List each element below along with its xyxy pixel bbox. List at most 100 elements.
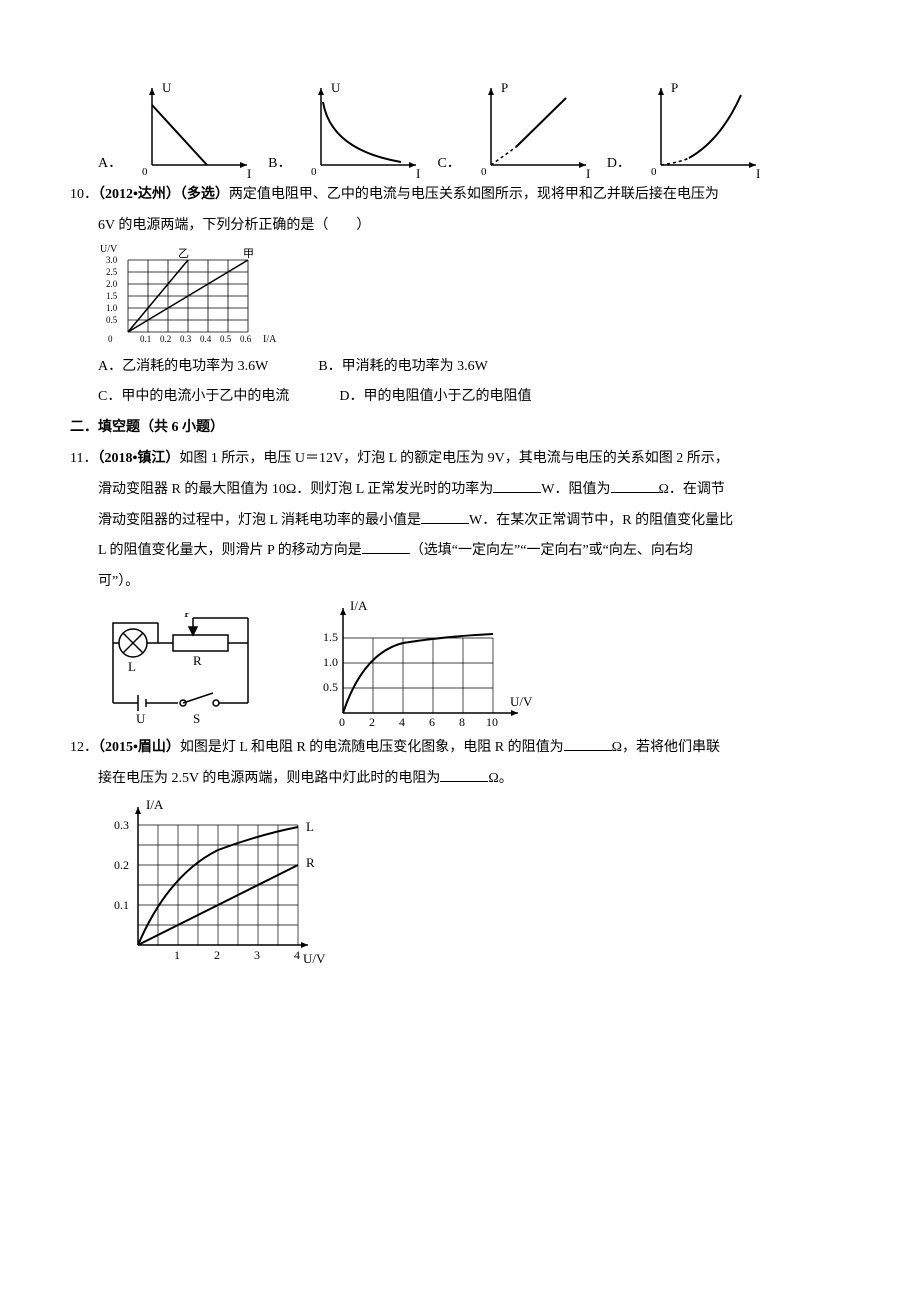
q11-circuit: L R P U S <box>98 613 268 733</box>
svg-text:R: R <box>193 653 202 668</box>
blank[interactable] <box>440 764 488 782</box>
q11-stem-1: 如图 1 所示，电压 U＝12V，灯泡 L 的额定电压为 9V，其电流与电压的关… <box>179 451 728 466</box>
svg-text:I: I <box>586 166 590 180</box>
svg-text:0.3: 0.3 <box>180 334 192 344</box>
svg-text:1: 1 <box>174 948 180 962</box>
svg-text:0.2: 0.2 <box>160 334 171 344</box>
svg-text:0: 0 <box>339 715 345 729</box>
svg-text:S: S <box>193 711 200 726</box>
svg-text:I: I <box>756 166 760 180</box>
q10-graph: U/V 0.5 1.0 1.5 2.0 2.5 3.0 0 0.1 0.2 0.… <box>98 242 288 352</box>
svg-text:U/V: U/V <box>510 694 533 709</box>
q11-stem-line4: L 的阻值变化量大，则滑片 P 的移动方向是（选填“一定向左”“一定向右”或“向… <box>70 536 850 567</box>
svg-text:0.3: 0.3 <box>114 818 129 832</box>
q11-stem-line3: 滑动变阻器的过程中，灯泡 L 消耗电功率的最小值是W．在某次正常调节中，R 的阻… <box>70 506 850 537</box>
q10-stem-line2: 6V 的电源两端，下列分析正确的是（ ） <box>70 211 850 242</box>
svg-text:I/A: I/A <box>350 598 368 613</box>
blank[interactable] <box>611 475 659 493</box>
svg-text:6: 6 <box>429 715 435 729</box>
svg-text:U: U <box>331 80 341 95</box>
svg-text:R: R <box>306 855 315 870</box>
svg-text:I: I <box>416 166 420 180</box>
svg-text:0: 0 <box>142 166 148 178</box>
svg-text:U: U <box>162 80 172 95</box>
q12-graph-wrap: I/A U/V 0.1 0.2 0.3 1 2 3 4 L R <box>70 795 850 970</box>
svg-text:0.2: 0.2 <box>114 858 129 872</box>
svg-text:U/V: U/V <box>303 951 326 966</box>
blank[interactable] <box>362 537 410 555</box>
q12-stem: 12．（2015•眉山）如图是灯 L 和电阻 R 的电流随电压变化图象，电阻 R… <box>70 733 850 764</box>
q10-tag: （2012•达州）（多选） <box>98 187 229 202</box>
q9-graph-a: U I 0 <box>132 80 262 180</box>
svg-text:0.1: 0.1 <box>114 898 129 912</box>
q9-graph-b: U I 0 <box>301 80 431 180</box>
q12-graph: I/A U/V 0.1 0.2 0.3 1 2 3 4 L R <box>98 795 338 970</box>
q11-stem: 11．（2018•镇江）如图 1 所示，电压 U＝12V，灯泡 L 的额定电压为… <box>70 444 850 475</box>
svg-text:I: I <box>247 166 251 180</box>
q11-figures: L R P U S I/A U/V 0.5 1.0 1.5 0 2 4 6 8 … <box>70 598 850 733</box>
svg-text:I/A: I/A <box>146 797 164 812</box>
svg-text:3: 3 <box>254 948 260 962</box>
svg-text:0: 0 <box>311 166 317 178</box>
svg-text:甲: 甲 <box>243 248 254 260</box>
q10-stem: 10．（2012•达州）（多选）两定值电阻甲、乙中的电流与电压关系如图所示，现将… <box>70 180 850 211</box>
q9-opt-c-label: C． <box>437 149 460 180</box>
q12-stem-line2: 接在电压为 2.5V 的电源两端，则电路中灯此时的电阻为Ω。 <box>70 764 850 795</box>
q9-opt-d-label: D． <box>607 149 631 180</box>
q10-number: 10． <box>70 187 98 202</box>
svg-text:8: 8 <box>459 715 465 729</box>
svg-text:1.5: 1.5 <box>323 630 338 644</box>
q12-tag: （2015•眉山） <box>98 740 180 755</box>
svg-text:0.4: 0.4 <box>200 334 212 344</box>
svg-text:3.0: 3.0 <box>106 255 118 265</box>
q10-opt-b: B．甲消耗的电功率为 3.6W <box>318 352 488 383</box>
q10-graph-wrap: U/V 0.5 1.0 1.5 2.0 2.5 3.0 0 0.1 0.2 0.… <box>70 242 850 352</box>
svg-text:U/V: U/V <box>100 244 118 255</box>
blank[interactable] <box>421 506 469 524</box>
q9-graph-c: P I 0 <box>471 80 601 180</box>
q11-stem-line2: 滑动变阻器 R 的最大阻值为 10Ω．则灯泡 L 正常发光时的功率为W．阻值为Ω… <box>70 475 850 506</box>
svg-text:0.5: 0.5 <box>323 680 338 694</box>
svg-text:10: 10 <box>486 715 498 729</box>
q10-options-cd: C．甲中的电流小于乙中的电流 D．甲的电阻值小于乙的电阻值 <box>70 382 850 413</box>
q9-opt-a-label: A． <box>98 149 122 180</box>
blank[interactable] <box>493 475 541 493</box>
svg-text:0.6: 0.6 <box>240 334 252 344</box>
q10-opt-d: D．甲的电阻值小于乙的电阻值 <box>339 382 531 413</box>
svg-text:I/A: I/A <box>263 334 277 345</box>
blank[interactable] <box>564 733 612 751</box>
svg-text:1.5: 1.5 <box>106 291 118 301</box>
svg-text:1.0: 1.0 <box>106 303 118 313</box>
svg-text:4: 4 <box>294 948 300 962</box>
q11-number: 11． <box>70 451 97 466</box>
svg-text:乙: 乙 <box>178 247 189 260</box>
svg-text:L: L <box>306 819 314 834</box>
q11-tag: （2018•镇江） <box>97 451 179 466</box>
svg-text:1.0: 1.0 <box>323 655 338 669</box>
svg-text:2: 2 <box>214 948 220 962</box>
svg-text:0: 0 <box>108 334 113 344</box>
svg-text:0: 0 <box>651 166 657 178</box>
svg-text:2: 2 <box>369 715 375 729</box>
svg-text:0.5: 0.5 <box>106 315 118 325</box>
svg-text:U: U <box>136 711 146 726</box>
svg-text:4: 4 <box>399 715 405 729</box>
q10-opt-a: A．乙消耗的电功率为 3.6W <box>98 352 268 383</box>
svg-text:0.1: 0.1 <box>140 334 151 344</box>
svg-text:L: L <box>128 659 136 674</box>
q9-opt-b-label: B． <box>268 149 291 180</box>
q9-graph-d: P I 0 <box>641 80 771 180</box>
q10-stem-1: 两定值电阻甲、乙中的电流与电压关系如图所示，现将甲和乙并联后接在电压为 <box>229 187 719 202</box>
q9-options-row: A． U I 0 B． U I 0 C． P I 0 D． P <box>70 80 850 180</box>
q11-stem-line5: 可”）。 <box>70 567 850 598</box>
svg-text:2.0: 2.0 <box>106 279 118 289</box>
svg-text:0: 0 <box>481 166 487 178</box>
section-2-title: 二．填空题（共 6 小题） <box>70 413 850 444</box>
q10-options-ab: A．乙消耗的电功率为 3.6W B．甲消耗的电功率为 3.6W <box>70 352 850 383</box>
svg-text:P: P <box>671 80 678 95</box>
q11-graph: I/A U/V 0.5 1.0 1.5 0 2 4 6 8 10 <box>308 598 538 733</box>
q10-opt-c: C．甲中的电流小于乙中的电流 <box>98 382 289 413</box>
svg-text:0.5: 0.5 <box>220 334 232 344</box>
svg-text:2.5: 2.5 <box>106 267 118 277</box>
svg-text:P: P <box>501 80 508 95</box>
